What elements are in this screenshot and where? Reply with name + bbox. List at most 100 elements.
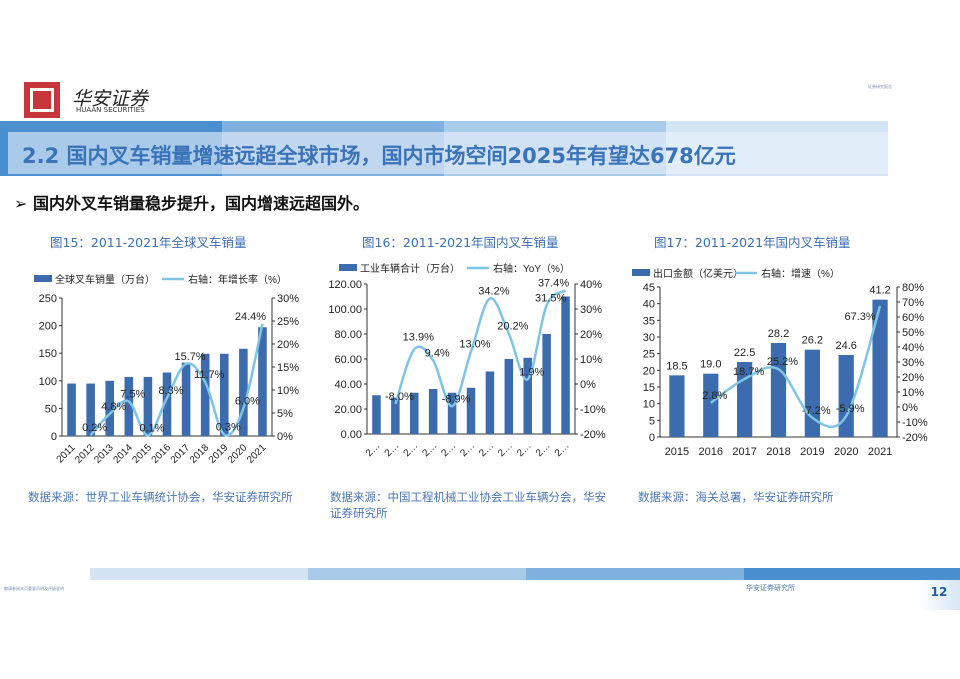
bar — [561, 296, 570, 434]
line-data-label: 15.7% — [174, 351, 205, 363]
chart2-title: 图16：2011-2021年国内叉车销量 — [362, 235, 559, 250]
bar — [143, 376, 153, 436]
bar — [200, 353, 210, 436]
legend-bar-label: 全球叉车销量（万台） — [55, 273, 155, 286]
bar — [466, 387, 476, 434]
y2-tick-label: 30% — [580, 304, 602, 316]
y-tick-label: 80.00 — [334, 329, 362, 341]
line-data-label: -8.9% — [442, 393, 471, 405]
y-tick-label: 100.00 — [328, 304, 362, 316]
logo-text-cn: 华安证券 — [72, 88, 149, 110]
y2-tick-label: 30% — [277, 293, 299, 305]
y2-tick-label: -20% — [902, 432, 928, 444]
bar — [504, 359, 514, 434]
bar — [703, 373, 719, 437]
y2-tick-label: 60% — [902, 312, 924, 324]
y-tick-label: 250 — [39, 293, 57, 305]
y2-tick-label: 0% — [580, 379, 596, 391]
y2-tick-label: 80% — [902, 282, 924, 294]
y-tick-label: 15 — [643, 382, 655, 394]
line-data-label: 8.3% — [158, 385, 183, 397]
line-data-label: 25.2% — [767, 356, 798, 368]
bar — [239, 348, 248, 436]
x-tick-label: 2021 — [245, 442, 269, 466]
bar-data-label: 18.5 — [666, 360, 687, 372]
y-tick-label: 20 — [643, 365, 655, 377]
bar — [542, 334, 551, 434]
y2-tick-label: 10% — [580, 354, 602, 366]
logo-text-en: HUAAN SECURITIES — [76, 106, 145, 114]
corner-text: 证券研究报告 — [868, 84, 892, 89]
y-tick-label: 100 — [39, 376, 57, 388]
x-tick-label: 2016 — [699, 446, 723, 458]
line-data-label: 31.5% — [535, 292, 566, 304]
y2-tick-label: 5% — [277, 408, 293, 420]
bar — [872, 299, 888, 437]
line-data-label: 34.2% — [478, 286, 509, 298]
y2-tick-label: 20% — [580, 329, 602, 341]
y-tick-label: 150 — [39, 348, 57, 360]
y2-tick-label: 15% — [277, 362, 299, 374]
bar — [428, 389, 438, 434]
chart2-source: 数据来源：中国工程机械工业协会工业车辆分会，华安证券研究所 — [330, 490, 606, 520]
y2-tick-label: 0% — [902, 402, 918, 414]
x-tick-label: 2… — [402, 440, 421, 459]
legend-bar-swatch — [34, 275, 52, 282]
line-data-label: 1.9% — [519, 366, 544, 378]
legend-line-label: 右轴：增速（%） — [761, 267, 840, 280]
y-tick-label: 20.00 — [334, 404, 362, 416]
x-tick-label: 2014 — [111, 442, 135, 466]
x-tick-label: 2015 — [131, 442, 155, 466]
growth-line — [394, 289, 567, 408]
line-data-label: 6.0% — [235, 395, 260, 407]
line-data-label: 0.1% — [139, 423, 164, 435]
page-number: 12 — [918, 580, 960, 610]
company-logo — [24, 82, 60, 118]
bar — [804, 349, 820, 437]
y-tick-label: 45 — [643, 282, 655, 294]
line-data-label: 11.7% — [194, 369, 225, 381]
bar — [105, 380, 115, 436]
y-tick-label: 50 — [45, 403, 57, 415]
x-tick-label: 2020 — [226, 442, 250, 466]
arrow-bullet-icon: ➢ — [14, 194, 33, 213]
line-data-label: -7.2% — [802, 405, 831, 417]
x-tick-label: 2020 — [834, 446, 858, 458]
y-tick-label: 120.00 — [328, 279, 362, 291]
x-tick-label: 2… — [534, 440, 553, 459]
y-tick-label: 0 — [51, 431, 57, 443]
x-tick-label: 2018 — [766, 446, 790, 458]
x-tick-label: 2… — [383, 440, 402, 459]
bar — [258, 327, 267, 436]
bar-data-label: 26.2 — [802, 335, 823, 347]
bar-data-label: 22.5 — [734, 347, 755, 359]
bar — [86, 383, 95, 436]
line-data-label: 37.4% — [538, 278, 569, 290]
bar-data-label: 24.6 — [836, 340, 857, 352]
legend-bar-swatch — [339, 264, 357, 271]
legend-line-label: 右轴：YoY（%） — [493, 262, 570, 275]
y-tick-label: 30 — [643, 332, 655, 344]
y2-tick-label: 30% — [902, 357, 924, 369]
y2-tick-label: 50% — [902, 327, 924, 339]
x-tick-label: 2012 — [73, 442, 97, 466]
x-tick-label: 2… — [496, 440, 515, 459]
y-tick-label: 60.00 — [334, 354, 362, 366]
line-data-label: 13.9% — [403, 331, 434, 343]
legend-line-label: 右轴：年增长率（%） — [188, 273, 287, 286]
bar — [181, 362, 191, 436]
x-tick-label: 2… — [553, 440, 572, 459]
x-tick-label: 2… — [439, 440, 458, 459]
line-data-label: 0.2% — [82, 422, 107, 434]
footer-band — [744, 568, 960, 580]
y2-tick-label: 70% — [902, 297, 924, 309]
bar — [219, 353, 229, 436]
bar — [67, 383, 76, 436]
y2-tick-label: 20% — [902, 372, 924, 384]
x-tick-label: 2021 — [868, 446, 892, 458]
growth-line — [710, 305, 882, 428]
line-data-label: -8.0% — [385, 391, 414, 403]
x-tick-label: 2015 — [665, 446, 689, 458]
